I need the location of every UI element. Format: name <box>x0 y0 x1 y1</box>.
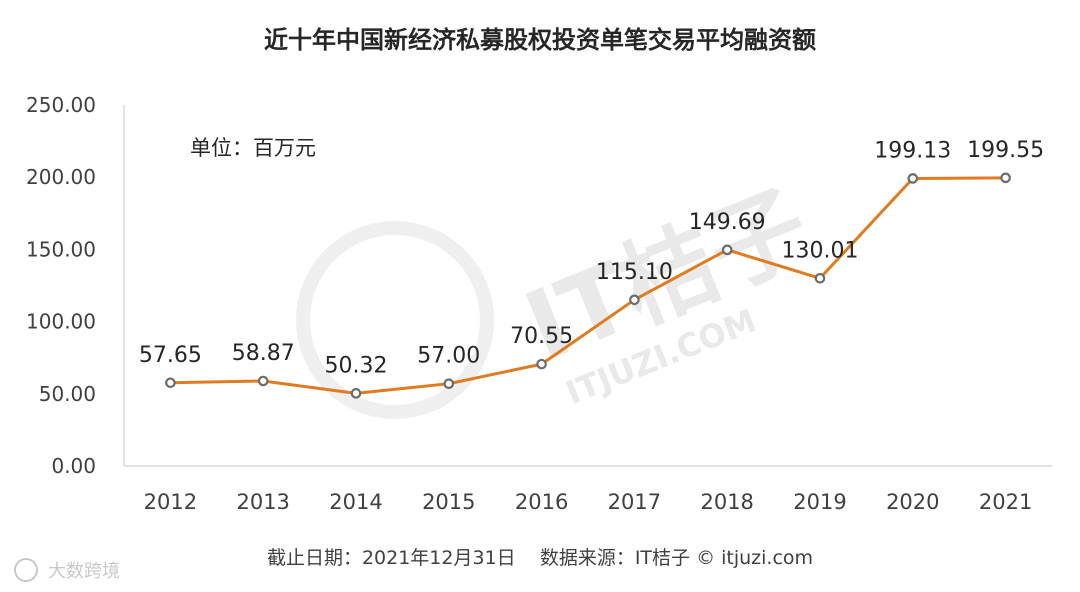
data-point <box>814 272 826 284</box>
x-tick-label: 2020 <box>886 490 939 514</box>
badge-text: 大数跨境 <box>48 561 120 582</box>
series-line-group <box>170 176 1006 395</box>
x-tick-label: 2014 <box>329 490 382 514</box>
data-point <box>536 358 547 370</box>
data-label: 149.69 <box>689 210 766 235</box>
data-labels: 57.65 58.87 50.32 57.00 70.55 115.10 149.69 130… <box>139 138 1044 378</box>
y-tick-label: 100.00 <box>26 310 96 334</box>
data-point <box>629 294 640 306</box>
y-tick-labels: 0.00 50.00 100.00 150.00 200.00 250.00 <box>26 93 96 478</box>
y-tick-label: 0.00 <box>51 454 96 478</box>
y-tick-label: 200.00 <box>26 165 96 189</box>
x-tick-label: 2015 <box>422 490 475 514</box>
y-tick-label: 250.00 <box>26 93 96 117</box>
data-label: 115.10 <box>596 260 673 285</box>
data-point <box>907 173 919 184</box>
x-tick-label: 2012 <box>144 490 197 514</box>
data-points <box>165 172 1011 399</box>
data-point <box>350 388 362 399</box>
data-label: 50.32 <box>325 353 388 378</box>
x-tick-label: 2019 <box>793 490 846 514</box>
data-label: 70.55 <box>510 324 573 349</box>
data-point <box>257 375 269 387</box>
corner-badge: 大数跨境 <box>14 558 120 582</box>
x-tick-labels: 2012 2013 2014 2015 2016 2017 2018 2019 2020 2021 <box>144 490 1033 514</box>
data-label: 57.00 <box>417 344 480 369</box>
data-label: 199.55 <box>967 138 1044 163</box>
chart-title: 近十年中国新经济私募股权投资单笔交易平均融资额 <box>264 26 816 54</box>
x-tick-label: 2018 <box>700 490 753 514</box>
data-point <box>721 244 733 256</box>
badge-icon <box>14 558 38 582</box>
footer-source: 截止日期：2021年12月31日 数据来源：IT桔子 © itjuzi.com <box>267 547 813 569</box>
data-point <box>165 377 176 389</box>
data-point <box>443 378 455 389</box>
watermark-logo-circle <box>296 221 494 419</box>
data-label: 58.87 <box>232 341 295 366</box>
unit-label: 单位：百万元 <box>190 136 316 160</box>
data-label: 130.01 <box>782 238 859 263</box>
x-tick-label: 2017 <box>608 490 661 514</box>
data-label: 199.13 <box>874 138 951 163</box>
y-tick-label: 150.00 <box>26 237 96 261</box>
x-tick-label: 2021 <box>979 490 1032 514</box>
y-tick-label: 50.00 <box>39 382 96 406</box>
series-line <box>170 176 1006 395</box>
data-label: 57.65 <box>139 343 202 368</box>
x-tick-label: 2016 <box>515 490 568 514</box>
data-point <box>1000 172 1011 184</box>
x-tick-label: 2013 <box>236 490 289 514</box>
